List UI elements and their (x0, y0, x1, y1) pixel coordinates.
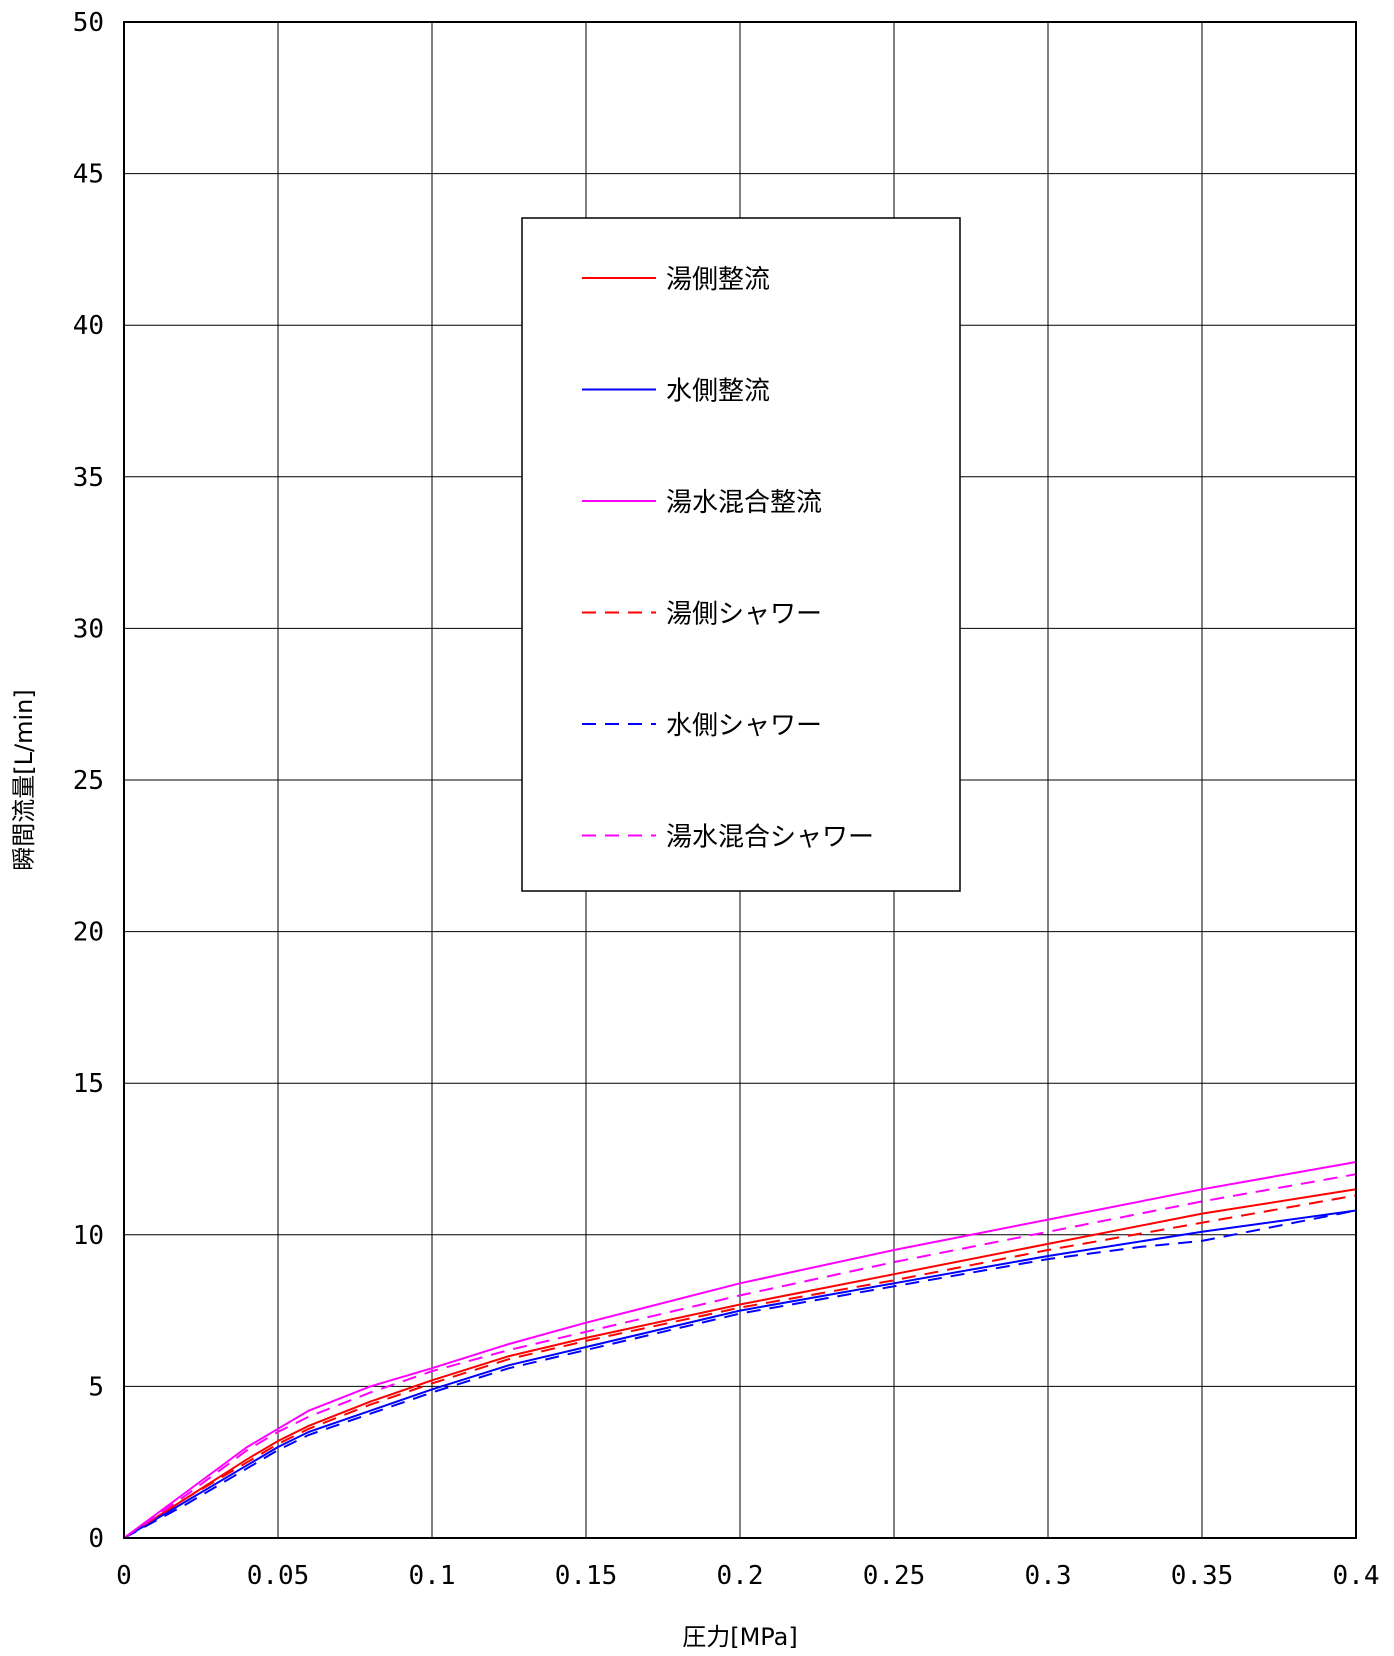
y-tick-label: 15 (73, 1069, 104, 1099)
legend-label-4: 湯側シャワー (666, 600, 822, 630)
plot-frame (123, 21, 1357, 1539)
x-tick-label: 0.3 (1025, 1561, 1072, 1591)
series-layer (123, 1161, 1357, 1539)
y-tick-label: 0 (88, 1524, 104, 1554)
y-tick-label: 35 (73, 463, 104, 493)
x-tick-label: 0.15 (555, 1561, 618, 1591)
x-tick-label: 0.1 (409, 1561, 456, 1591)
series-line-2 (123, 1209, 1357, 1539)
x-axis-title: 圧力[MPa] (682, 1623, 798, 1651)
x-tick-label: 0.25 (863, 1561, 926, 1591)
y-tick-label: 20 (73, 918, 104, 948)
y-axis-title: 瞬間流量[L/min] (10, 689, 38, 870)
y-tick-label: 50 (73, 8, 104, 38)
y-tick-label: 10 (73, 1221, 104, 1251)
y-tick-labels: 0 5 10 15 20 25 30 35 40 45 50 (73, 8, 104, 1554)
x-tick-label: 0.4 (1333, 1561, 1380, 1591)
x-tick-labels: 0 0.05 0.1 0.15 0.2 0.25 0.3 0.35 0.4 (116, 1561, 1379, 1591)
legend-label-1: 湯側整流 (666, 265, 770, 295)
legend-label-5: 水側シャワー (666, 711, 822, 741)
legend-label-3: 湯水混合整流 (666, 488, 822, 518)
series-line-1 (123, 1188, 1357, 1539)
x-tick-label: 0.2 (717, 1561, 764, 1591)
x-tick-label: 0.05 (247, 1561, 310, 1591)
series-line-5 (123, 1209, 1357, 1539)
y-tick-label: 25 (73, 766, 104, 796)
legend-box (521, 217, 961, 892)
series-line-3 (123, 1161, 1357, 1539)
x-tick-label: 0.35 (1171, 1561, 1234, 1591)
x-tick-label: 0 (116, 1561, 132, 1591)
y-tick-label: 5 (88, 1372, 104, 1402)
y-tick-label: 45 (73, 160, 104, 190)
legend-label-6: 湯水混合シャワー (666, 823, 874, 853)
series-line-6 (123, 1173, 1357, 1539)
y-tick-label: 30 (73, 614, 104, 644)
legend-label-2: 水側整流 (666, 377, 770, 407)
y-tick-label: 40 (73, 311, 104, 341)
series-line-4 (123, 1194, 1357, 1539)
